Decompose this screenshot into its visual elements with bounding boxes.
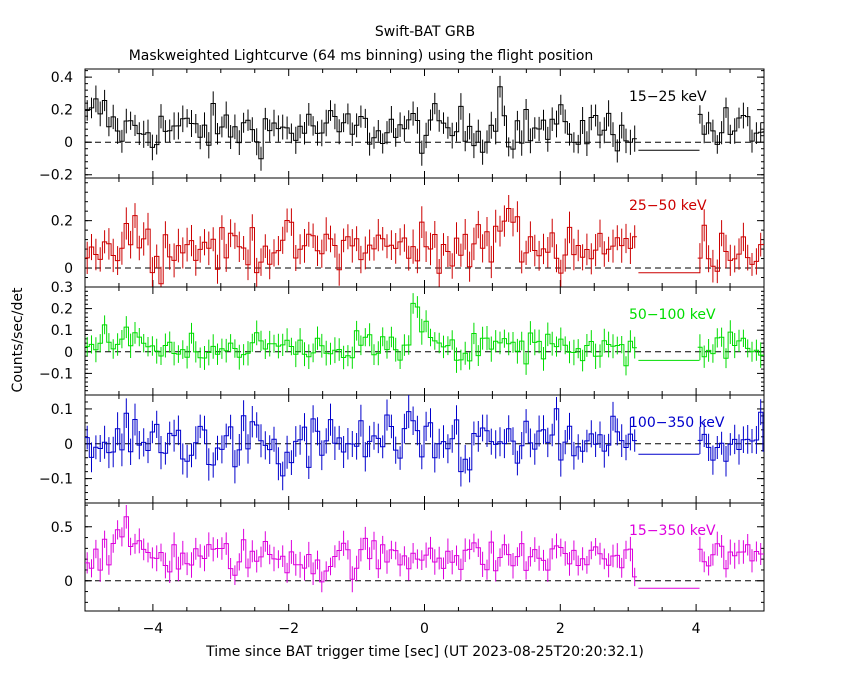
y-tick-label: 0 [64,574,73,590]
panel-4: −0.1 0 0.1 100−350 keV [39,394,765,504]
x-tick-label: −4 [143,621,164,637]
x-axis-label: Time since BAT trigger time [sec] (UT 20… [205,644,644,660]
panel-1: −0.2 0 0.2 0.4 15−25 keV [39,68,765,184]
series-line-0 [85,86,764,160]
y-tick-label: −0.1 [39,366,73,382]
band-label: 15−25 keV [629,89,707,105]
y-tick-label: 0.2 [51,103,73,119]
x-tick-label: 2 [556,621,565,637]
error-bars-3 [86,395,762,491]
y-tick-label: −0.1 [39,472,73,488]
band-label: 25−50 keV [629,198,707,214]
y-tick-label: 0.2 [51,302,73,318]
y-tick-label: 0.2 [51,214,73,230]
chart-subtitle: Maskweighted Lightcurve (64 ms binning) … [129,48,594,64]
y-tick-label: 0.3 [51,280,73,296]
series-line-1 [85,208,764,285]
y-tick-label: 0 [64,345,73,361]
band-label: 100−350 keV [629,415,725,431]
panels-group: −0.2 0 0.2 0.4 15−25 keV 0 0.2 25−50 keV −0.1 0 0.… [39,68,765,637]
series-line-3 [85,408,764,477]
y-tick-label: 0 [64,437,73,453]
x-tick-label: −2 [278,621,299,637]
y-tick-label: 0.1 [51,323,73,339]
x-tick-label: 0 [420,621,429,637]
panel-2: 0 0.2 25−50 keV [51,177,765,288]
y-tick-label: 0 [64,261,73,277]
x-tick-label: 4 [692,621,701,637]
series-line-4 [85,516,764,589]
panel-frame [84,286,765,396]
series-line-2 [85,302,764,367]
panel-3: −0.1 0 0.1 0.2 0.3 50−100 keV [39,280,765,396]
band-label: 50−100 keV [629,307,716,323]
y-tick-label: 0.4 [51,70,73,86]
chart-title: Swift-BAT GRB [375,24,475,40]
error-bars-4 [86,505,762,593]
panel-5: 0 0.5 15−350 keV [51,502,765,612]
y-tick-label: −0.2 [39,168,73,184]
y-tick-label: 0.1 [51,402,73,418]
band-label: 15−350 keV [629,523,716,539]
y-axis-label: Counts/sec/det [10,287,26,392]
y-tick-label: 0 [64,135,73,151]
y-tick-label: 0.5 [51,520,73,536]
